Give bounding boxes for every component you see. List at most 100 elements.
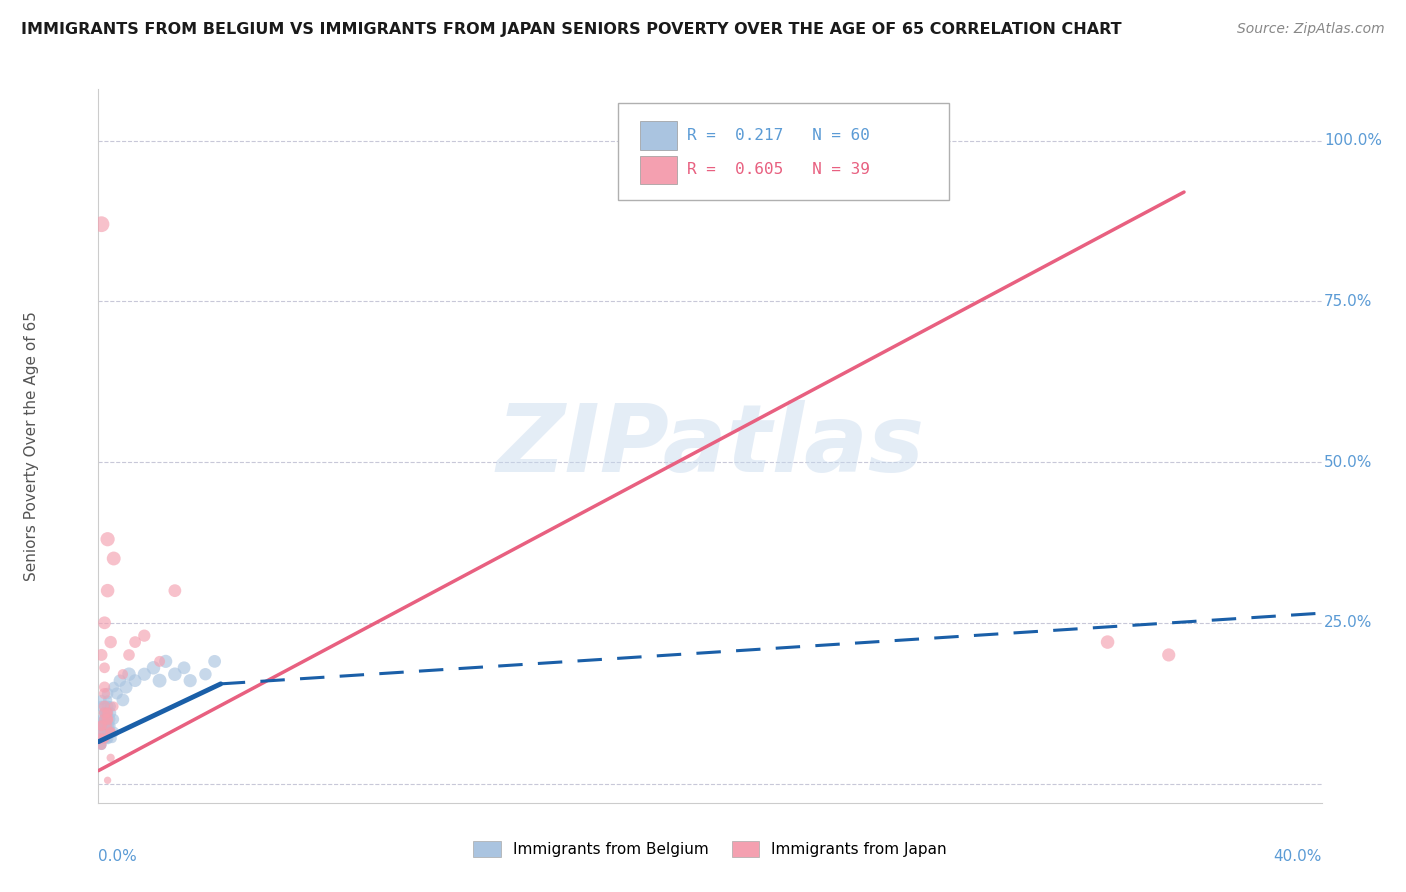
Point xyxy=(97,533,120,547)
Point xyxy=(103,680,125,694)
Point xyxy=(100,725,122,739)
FancyBboxPatch shape xyxy=(619,103,949,200)
Point xyxy=(90,648,112,662)
Point xyxy=(93,712,115,726)
Point xyxy=(1097,635,1119,649)
Point xyxy=(100,725,122,739)
Point xyxy=(93,706,115,720)
Point xyxy=(90,719,112,733)
Point xyxy=(97,712,120,726)
Point xyxy=(90,738,112,752)
Point xyxy=(124,673,146,688)
Point xyxy=(93,712,115,726)
Point xyxy=(142,661,165,675)
Text: Source: ZipAtlas.com: Source: ZipAtlas.com xyxy=(1237,22,1385,37)
Point xyxy=(105,686,128,700)
Text: 50.0%: 50.0% xyxy=(1324,455,1372,469)
Text: IMMIGRANTS FROM BELGIUM VS IMMIGRANTS FROM JAPAN SENIORS POVERTY OVER THE AGE OF: IMMIGRANTS FROM BELGIUM VS IMMIGRANTS FR… xyxy=(21,22,1122,37)
Point xyxy=(115,680,138,694)
Point xyxy=(90,731,112,746)
Point xyxy=(89,731,111,746)
Point xyxy=(100,725,122,739)
Text: R =  0.605   N = 39: R = 0.605 N = 39 xyxy=(686,162,870,178)
Point xyxy=(97,731,120,746)
Legend: Immigrants from Belgium, Immigrants from Japan: Immigrants from Belgium, Immigrants from… xyxy=(467,835,953,863)
Text: 0.0%: 0.0% xyxy=(98,849,138,864)
Point xyxy=(90,699,112,714)
Point xyxy=(134,629,156,643)
Point xyxy=(100,699,122,714)
Text: ZIPatlas: ZIPatlas xyxy=(496,400,924,492)
Point xyxy=(93,725,115,739)
Point xyxy=(90,738,112,752)
Point xyxy=(108,673,131,688)
Point xyxy=(97,725,120,739)
Point xyxy=(97,773,120,788)
Point xyxy=(93,731,115,746)
Point xyxy=(100,751,122,765)
Point xyxy=(101,731,124,746)
Point xyxy=(149,654,172,668)
Point xyxy=(90,731,112,746)
Point xyxy=(97,712,120,726)
Point xyxy=(124,635,146,649)
Point xyxy=(111,667,134,681)
Point xyxy=(93,699,115,714)
Point xyxy=(90,712,112,726)
Point xyxy=(98,719,121,733)
Point xyxy=(97,725,120,739)
Point xyxy=(93,731,115,746)
Point xyxy=(93,712,115,726)
Point xyxy=(90,693,112,707)
Point xyxy=(100,719,122,733)
Text: R =  0.217   N = 60: R = 0.217 N = 60 xyxy=(686,128,870,143)
Point xyxy=(100,706,122,720)
Point xyxy=(97,706,120,720)
Point xyxy=(93,712,115,726)
Point xyxy=(100,712,122,726)
Point xyxy=(118,648,141,662)
Point xyxy=(100,635,122,649)
Point xyxy=(91,725,114,739)
Point xyxy=(103,725,125,739)
Text: 25.0%: 25.0% xyxy=(1324,615,1372,631)
Point xyxy=(93,680,115,694)
Point xyxy=(97,706,120,720)
Point xyxy=(93,719,115,733)
Point xyxy=(97,686,120,700)
Point xyxy=(97,712,120,726)
Point xyxy=(90,738,112,752)
Text: Seniors Poverty Over the Age of 65: Seniors Poverty Over the Age of 65 xyxy=(24,311,38,581)
Point xyxy=(155,654,177,668)
Point xyxy=(103,699,125,714)
Point xyxy=(90,719,112,733)
Point xyxy=(93,686,115,700)
Point xyxy=(93,661,115,675)
Point xyxy=(90,719,112,733)
Point xyxy=(1157,648,1180,662)
Point xyxy=(97,725,120,739)
Point xyxy=(97,719,120,733)
Point xyxy=(93,731,115,746)
Point xyxy=(93,706,115,720)
Point xyxy=(111,693,134,707)
Point xyxy=(97,719,120,733)
Point xyxy=(93,719,115,733)
Point xyxy=(90,217,112,231)
Point xyxy=(163,583,186,598)
Point xyxy=(97,583,120,598)
Text: 100.0%: 100.0% xyxy=(1324,133,1382,148)
Point xyxy=(97,699,120,714)
Point xyxy=(93,699,115,714)
Point xyxy=(90,719,112,733)
Point xyxy=(204,654,226,668)
FancyBboxPatch shape xyxy=(640,121,678,150)
Point xyxy=(97,706,120,720)
Point xyxy=(89,731,111,746)
Point xyxy=(94,712,117,726)
Point xyxy=(97,731,120,746)
Point xyxy=(118,667,141,681)
Point xyxy=(93,706,115,720)
Text: 75.0%: 75.0% xyxy=(1324,293,1372,309)
FancyBboxPatch shape xyxy=(640,155,678,184)
